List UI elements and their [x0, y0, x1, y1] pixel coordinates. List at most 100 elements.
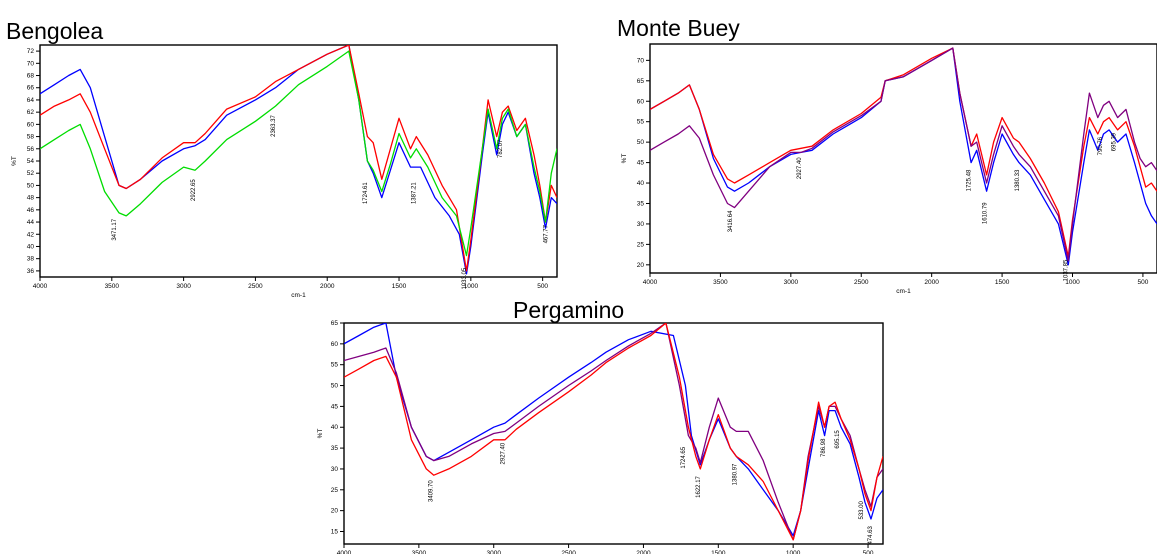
x-tick-label: 4000 — [643, 279, 658, 286]
peak-annotation-label: 3471.17 — [112, 218, 118, 240]
y-tick-label: 46 — [27, 207, 35, 214]
spectrum-series-line — [650, 47, 1157, 258]
y-tick-label: 64 — [27, 97, 35, 104]
chart-title-monte-buey: Monte Buey — [617, 15, 740, 41]
peak-annotation-label: 695.15 — [835, 430, 841, 449]
x-tick-label: 1000 — [1065, 279, 1080, 286]
x-tick-label: 2000 — [924, 279, 939, 286]
y-tick-label: 72 — [27, 48, 35, 55]
y-tick-label: 54 — [27, 158, 35, 165]
y-tick-label: 50 — [637, 139, 645, 146]
y-tick-label: 70 — [637, 57, 645, 64]
spectrum-series-line — [344, 323, 883, 541]
y-tick-label: 68 — [27, 73, 35, 80]
spectrum-series-line — [650, 47, 1157, 266]
y-tick-label: 56 — [27, 146, 35, 153]
x-tick-label: 2000 — [636, 550, 651, 554]
peak-annotation-label: 1380.97 — [732, 463, 738, 485]
x-tick-label: 3000 — [784, 279, 799, 286]
y-tick-label: 48 — [27, 195, 35, 202]
ir-spectrum-chart-bengolea: 4000 3500 3000 2500 2000 1500 1000 500 36 38 40 42 4… — [11, 44, 558, 299]
y-tick-label: 36 — [27, 268, 35, 275]
peak-annotation-label: 1622.17 — [696, 475, 702, 497]
spectrum-series-line — [344, 323, 883, 541]
y-tick-label: 45 — [637, 160, 645, 167]
x-tick-label: 500 — [863, 550, 874, 554]
peak-annotation-label: 3416.64 — [728, 210, 734, 232]
peak-annotation-label: 790.76 — [1098, 136, 1104, 155]
y-tick-label: 30 — [331, 466, 339, 473]
spectrum-series-line — [40, 45, 557, 272]
y-tick-label: 58 — [27, 134, 35, 141]
y-tick-label: 40 — [27, 243, 35, 250]
y-tick-label: 35 — [637, 200, 645, 207]
peak-annotation-label: 2922.65 — [191, 179, 197, 201]
plot-frame — [39, 44, 558, 278]
y-tick-label: 44 — [27, 219, 35, 226]
peak-annotation-label: 533.00 — [859, 500, 865, 519]
y-tick-label: 50 — [27, 182, 35, 189]
x-tick-label: 500 — [537, 283, 548, 290]
y-tick-label: 40 — [637, 180, 645, 187]
x-tick-label: 1000 — [464, 283, 479, 290]
peak-annotation-label: 1725.48 — [966, 169, 972, 191]
peak-annotation-label: 2363.37 — [271, 115, 277, 137]
peak-annotation-label: 1724.65 — [681, 446, 687, 468]
x-tick-label: 3500 — [105, 283, 120, 290]
y-tick-label: 60 — [637, 98, 645, 105]
y-tick-label: 15 — [331, 528, 339, 535]
y-axis-label: %T — [11, 156, 18, 166]
peak-annotation-label: 1610.79 — [983, 202, 989, 224]
x-tick-label: 500 — [1137, 279, 1148, 286]
x-tick-label: 2500 — [854, 279, 869, 286]
y-tick-label: 30 — [637, 221, 645, 228]
y-tick-label: 66 — [27, 85, 35, 92]
x-tick-label: 2000 — [320, 283, 335, 290]
y-tick-label: 70 — [27, 60, 35, 67]
x-tick-label: 3000 — [176, 283, 191, 290]
peak-annotation-label: 1033.05 — [462, 267, 468, 289]
plot-frame — [649, 43, 1157, 274]
x-axis-label: cm-1 — [896, 288, 911, 295]
x-tick-label: 3500 — [412, 550, 427, 554]
chart-title-bengolea: Bengolea — [6, 18, 104, 44]
x-tick-label: 2500 — [561, 550, 576, 554]
x-axis-label: cm-1 — [291, 292, 306, 299]
peak-annotation-label: 786.98 — [821, 438, 827, 457]
y-tick-label: 55 — [637, 119, 645, 126]
peak-annotation-label: 782.07 — [498, 139, 504, 158]
y-tick-label: 52 — [27, 170, 35, 177]
spectrum-series-line — [650, 47, 1157, 262]
peak-annotation-label: 2927.40 — [501, 442, 507, 464]
x-tick-label: 3500 — [713, 279, 728, 286]
y-tick-label: 35 — [331, 445, 339, 452]
peak-annotation-label: 467.77 — [543, 224, 549, 243]
peak-annotation-label: 695.39 — [1111, 132, 1117, 151]
peak-annotation-label: 1724.61 — [363, 182, 369, 204]
y-tick-label: 42 — [27, 231, 35, 238]
y-tick-label: 55 — [331, 362, 339, 369]
ir-spectrum-chart-pergamino: 4000 3500 3000 2500 2000 1500 1000 500 15 20 25 30 3… — [317, 320, 884, 554]
peak-annotation-label: 474.63 — [868, 525, 874, 544]
x-tick-label: 1500 — [392, 283, 407, 290]
x-tick-label: 1000 — [786, 550, 801, 554]
y-axis-label: %T — [317, 429, 324, 439]
spectrum-series-line — [40, 50, 557, 257]
peak-annotation-label: 2927.40 — [797, 157, 803, 179]
ir-spectrum-chart-monte-buey: 4000 3500 3000 2500 2000 1500 1000 500 20 25 30 35 4… — [621, 43, 1157, 295]
x-tick-label: 1500 — [995, 279, 1010, 286]
x-tick-label: 4000 — [33, 283, 48, 290]
peak-annotation-label: 1387.21 — [411, 182, 417, 204]
y-tick-label: 50 — [331, 383, 339, 390]
peak-annotation-label: 1037.85 — [1063, 259, 1069, 281]
y-tick-label: 60 — [331, 341, 339, 348]
x-tick-label: 4000 — [337, 550, 352, 554]
y-tick-label: 45 — [331, 403, 339, 410]
y-tick-label: 20 — [637, 262, 645, 269]
x-tick-label: 1500 — [711, 550, 726, 554]
y-tick-label: 65 — [637, 78, 645, 85]
y-tick-label: 20 — [331, 508, 339, 515]
y-tick-label: 62 — [27, 109, 35, 116]
y-tick-label: 60 — [27, 121, 35, 128]
peak-annotation-label: 3409.70 — [428, 480, 434, 502]
